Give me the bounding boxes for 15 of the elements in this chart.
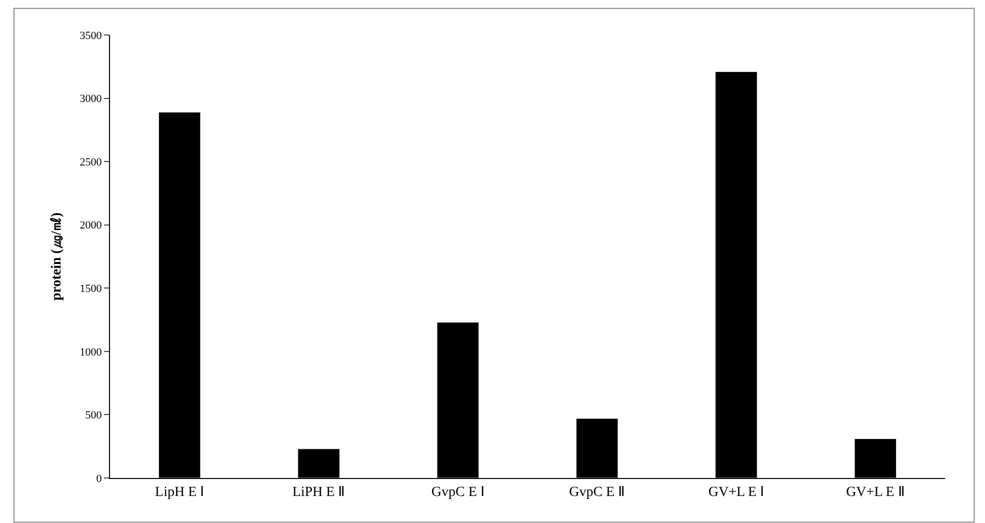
y-tick-label: 0 <box>96 472 102 485</box>
x-tick-label: GvpC E Ⅰ <box>431 484 484 500</box>
y-axis-title: protein (㎍/㎖) <box>49 212 64 301</box>
x-tick-label: GV+L E Ⅰ <box>708 484 764 500</box>
y-tick-label: 2500 <box>80 156 102 168</box>
y-tick-label: 1000 <box>80 346 102 358</box>
x-tick-label: GvpC E Ⅱ <box>569 484 626 500</box>
x-tick-label: LipH E Ⅰ <box>155 484 204 500</box>
x-tick-label: GV+L E Ⅱ <box>846 484 905 500</box>
x-tick-label: LiPH E Ⅱ <box>292 484 346 500</box>
y-tick-label: 3500 <box>80 30 102 42</box>
y-tick-label: 2000 <box>80 220 102 232</box>
y-tick-label: 500 <box>85 410 102 422</box>
y-tick-label: 3000 <box>80 93 102 106</box>
y-tick-label: 1500 <box>80 282 102 295</box>
